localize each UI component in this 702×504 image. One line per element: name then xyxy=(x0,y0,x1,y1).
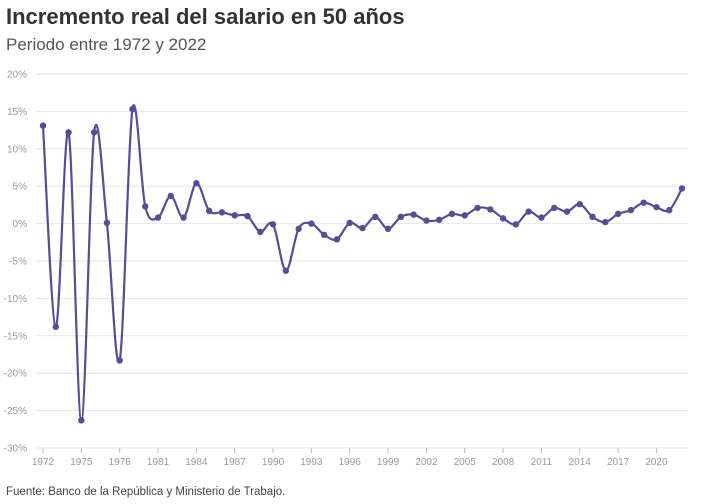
data-point xyxy=(103,219,111,227)
data-point xyxy=(52,323,59,331)
data-point xyxy=(282,267,290,274)
y-tick-label: 20% xyxy=(7,70,27,81)
data-point xyxy=(512,221,520,228)
x-tick-label: 2002 xyxy=(415,457,438,468)
y-tick-label: -20% xyxy=(4,369,27,380)
data-point xyxy=(231,212,238,219)
x-tick-label: 1981 xyxy=(147,457,170,468)
chart-subtitle: Periodo entre 1972 y 2022 xyxy=(6,35,207,54)
data-point xyxy=(205,207,213,215)
y-tick-label: -10% xyxy=(4,294,27,305)
chart-title: Incremento real del salario en 50 años xyxy=(6,4,405,29)
data-point xyxy=(410,211,417,218)
data-point xyxy=(640,199,647,206)
data-point xyxy=(269,221,277,228)
y-tick-label: -5% xyxy=(9,257,27,268)
data-point xyxy=(627,206,635,214)
data-point xyxy=(487,206,494,213)
x-tick-label: 2020 xyxy=(645,457,668,468)
data-points xyxy=(39,105,686,424)
data-point xyxy=(129,105,136,113)
y-axis-ticks: 20% 15% 10% 5% 0% -5% -10% -15% -20% -25% -30% xyxy=(4,70,27,455)
data-point xyxy=(614,210,622,218)
x-tick-label: 1993 xyxy=(300,457,323,468)
data-point xyxy=(65,129,72,136)
data-point xyxy=(346,219,353,227)
x-tick-label: 1987 xyxy=(224,457,247,468)
x-tick-label: 1984 xyxy=(185,457,208,468)
data-point xyxy=(218,209,226,216)
data-point xyxy=(397,213,405,221)
data-point xyxy=(525,208,532,215)
data-point xyxy=(295,225,302,233)
data-point xyxy=(551,204,558,212)
data-point xyxy=(320,231,328,239)
data-point xyxy=(384,225,392,233)
data-point xyxy=(499,215,507,222)
data-point xyxy=(423,217,430,224)
data-point xyxy=(180,214,187,221)
source-note: Fuente: Banco de la República y Minister… xyxy=(6,486,286,498)
y-tick-label: 10% xyxy=(7,144,27,155)
x-tick-label: 2014 xyxy=(569,457,592,468)
y-tick-label: 15% xyxy=(7,107,27,118)
line-chart: 20% 15% 10% 5% 0% -5% -10% -15% -20% -25% -30% 197… xyxy=(4,70,688,468)
x-tick-label: 1975 xyxy=(70,457,93,468)
x-axis-ticks: 1972 1975 1978 1981 1984 1987 1990 1993 1996 1999… xyxy=(32,448,668,468)
x-tick-label: 1990 xyxy=(262,457,285,468)
data-point xyxy=(435,216,443,224)
data-point xyxy=(257,228,264,236)
data-point xyxy=(116,357,123,364)
data-point xyxy=(461,212,468,219)
x-tick-label: 2005 xyxy=(454,457,477,468)
data-point xyxy=(372,213,379,221)
y-tick-label: -30% xyxy=(4,444,27,455)
data-point xyxy=(666,206,673,214)
y-tick-label: 5% xyxy=(13,182,28,193)
y-tick-label: -15% xyxy=(4,331,27,342)
data-point xyxy=(602,218,609,226)
data-point xyxy=(244,212,251,220)
data-point xyxy=(142,203,149,210)
data-point xyxy=(474,204,481,212)
data-point xyxy=(193,180,200,187)
data-point xyxy=(359,224,366,232)
x-tick-label: 2017 xyxy=(607,457,630,468)
x-tick-label: 1978 xyxy=(109,457,132,468)
data-point xyxy=(167,192,174,200)
data-point xyxy=(448,210,456,218)
x-tick-label: 1972 xyxy=(32,457,55,468)
data-point xyxy=(39,122,47,129)
x-tick-label: 1999 xyxy=(377,457,400,468)
data-point xyxy=(154,214,162,221)
x-tick-label: 2011 xyxy=(531,457,553,468)
data-point xyxy=(576,200,583,208)
data-point xyxy=(538,214,545,221)
data-point xyxy=(563,208,571,215)
gridlines xyxy=(36,73,688,449)
data-point xyxy=(308,220,315,227)
data-point xyxy=(678,185,686,192)
x-tick-label: 2008 xyxy=(492,457,515,468)
y-tick-label: -25% xyxy=(4,406,27,417)
data-point xyxy=(333,236,341,243)
data-point xyxy=(653,203,660,211)
x-tick-label: 1996 xyxy=(339,457,362,468)
data-point xyxy=(589,213,596,221)
y-tick-label: 0% xyxy=(13,219,28,230)
data-point xyxy=(90,129,98,136)
data-point xyxy=(78,417,85,424)
